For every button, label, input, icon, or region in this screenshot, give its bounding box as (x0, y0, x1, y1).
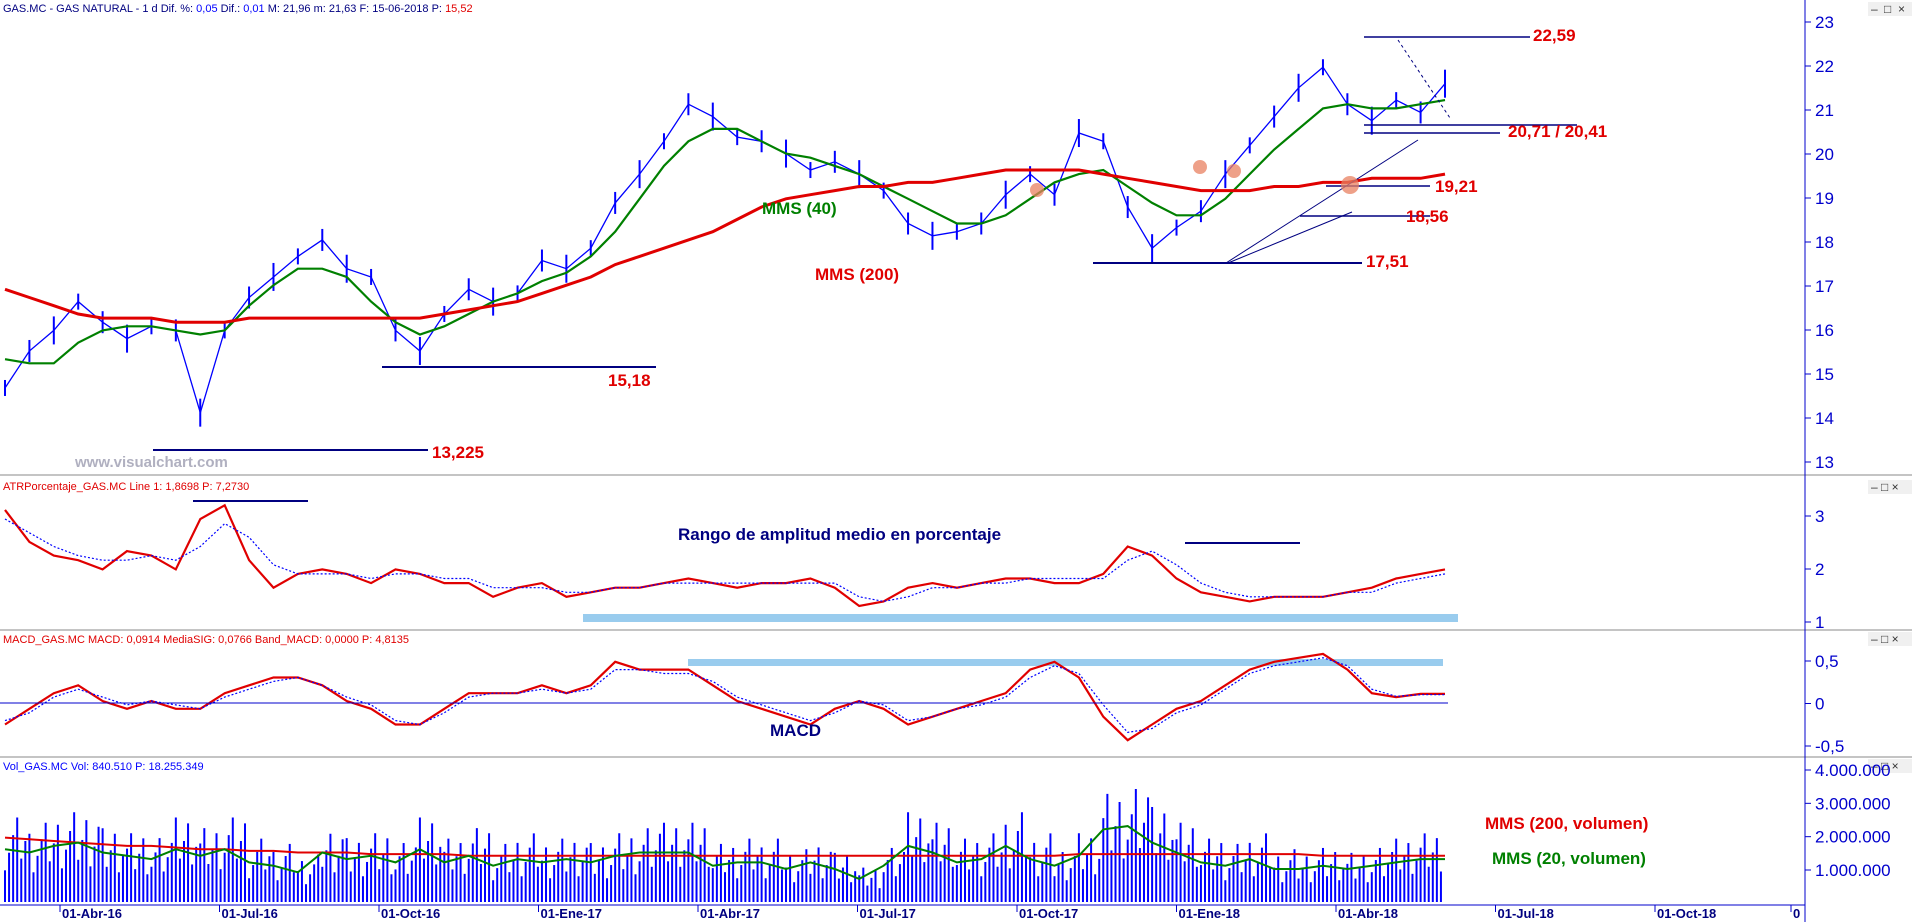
y-tick-label: 16 (1815, 321, 1834, 340)
svg-text:– □ ×[interactable]: – □ × (1871, 759, 1899, 773)
y-tick-label: 15 (1815, 365, 1834, 384)
y-tick-label: 13 (1815, 453, 1834, 472)
x-date-label: 01-Abr-16 (62, 906, 122, 921)
level-label: 13,225 (432, 443, 484, 462)
y-tick-label: 2 (1815, 560, 1824, 579)
annotations: 22,59 20,71 / 20,41 19,21 18,56 17,51 15… (74, 26, 1648, 868)
vol-mms20-label: MMS (20, volumen) (1492, 849, 1646, 868)
y-tick-label: 17 (1815, 277, 1834, 296)
x-date-label: 01-Oct-17 (1019, 906, 1078, 921)
watermark: www.visualchart.com (74, 454, 228, 471)
support-resistance-lines (0, 36, 1577, 704)
y-tick-label: 22 (1815, 57, 1834, 76)
atr-label: Rango de amplitud medio en porcentaje (678, 525, 1001, 544)
price-panel-title: GAS.MC - GAS NATURAL - 1 d Dif. %: 0,05 … (3, 3, 473, 15)
x-date-label: 01-Abr-18 (1338, 906, 1398, 921)
y-tick-label: 18 (1815, 233, 1834, 252)
atr-panel-title: ATRPorcentaje_GAS.MC Line 1: 1,8698 P: 7… (3, 481, 249, 493)
y-tick-label: 2.000.000 (1815, 828, 1891, 847)
x-date-label: 01-Jul-16 (222, 906, 278, 921)
y-tick-label: 20 (1815, 145, 1834, 164)
level-label: 19,21 (1435, 177, 1478, 196)
level-label: 15,18 (608, 371, 651, 390)
mms200-label: MMS (200) (815, 265, 899, 284)
y-tick-label: 3.000.000 (1815, 794, 1891, 813)
y-tick-label: 0 (1815, 695, 1824, 714)
crossover-marker (1193, 160, 1207, 174)
x-date-label: 01-Ene-18 (1179, 906, 1240, 921)
macd-label: MACD (770, 721, 821, 740)
atr-series-line (4, 518, 1446, 603)
x-date-label: 01-Ene-17 (541, 906, 602, 921)
y-tick-label: 1 (1815, 613, 1824, 632)
vol-panel-title: Vol_GAS.MC Vol: 840.510 P: 18.255.349 (3, 761, 204, 773)
minimize-icon[interactable]: – (1871, 2, 1878, 16)
y-tick-label: 1.000.000 (1815, 861, 1891, 880)
panel-titles: GAS.MC - GAS NATURAL - 1 d Dif. %: 0,05 … (3, 3, 473, 773)
y-tick-label: 23 (1815, 13, 1834, 32)
window-controls[interactable]: – □ × – □ × – □ × – □ × (1868, 2, 1912, 773)
y-tick-label: 19 (1815, 189, 1834, 208)
vol-mms20-line (4, 825, 1445, 881)
mms200-line (4, 168, 1446, 324)
y-tick-label: 0,5 (1815, 652, 1839, 671)
level-label: 17,51 (1366, 252, 1409, 271)
svg-text:– □ ×[interactable]: – □ × (1871, 632, 1899, 646)
level-label: 20,71 / 20,41 (1508, 122, 1607, 141)
mms40-line (4, 99, 1446, 365)
y-tick-label: 21 (1815, 101, 1834, 120)
crossover-markers (1030, 160, 1359, 197)
atr-highlight-band (583, 614, 1458, 622)
macd-series-line (4, 652, 1445, 742)
x-date-label: 01-Jul-18 (1498, 906, 1554, 921)
crossover-marker (1227, 164, 1241, 178)
price-line (4, 66, 1446, 415)
macd-highlight-band (688, 659, 1443, 666)
y-tick-label: 4.000.000 (1815, 761, 1891, 780)
x-date-label: 01-Oct-16 (381, 906, 440, 921)
x-date-label: 0 (1793, 906, 1800, 921)
atr-series-line (4, 503, 1446, 608)
vol-mms200-line (4, 836, 1445, 857)
vol-mms200-label: MMS (200, volumen) (1485, 814, 1648, 833)
y-tick-label: 3 (1815, 507, 1824, 526)
y-tick-label: -0,5 (1815, 737, 1844, 756)
mms40-label: MMS (40) (762, 199, 837, 218)
macd-series-line (4, 657, 1445, 734)
y-tick-label: 14 (1815, 409, 1834, 428)
x-date-label: 01-Jul-17 (860, 906, 916, 921)
crossover-marker (1341, 176, 1359, 194)
macd-panel-title: MACD_GAS.MC MACD: 0,0914 MediaSIG: 0,076… (3, 634, 409, 646)
maximize-icon[interactable]: □ (1884, 2, 1891, 16)
svg-text:– □ ×[interactable]: – □ × (1871, 480, 1899, 494)
level-label: 18,56 (1406, 207, 1449, 226)
close-icon[interactable]: × (1898, 2, 1905, 16)
level-label: 22,59 (1533, 26, 1576, 45)
crossover-marker (1030, 183, 1044, 197)
x-date-label: 01-Abr-17 (700, 906, 760, 921)
x-date-label: 01-Oct-18 (1657, 906, 1716, 921)
